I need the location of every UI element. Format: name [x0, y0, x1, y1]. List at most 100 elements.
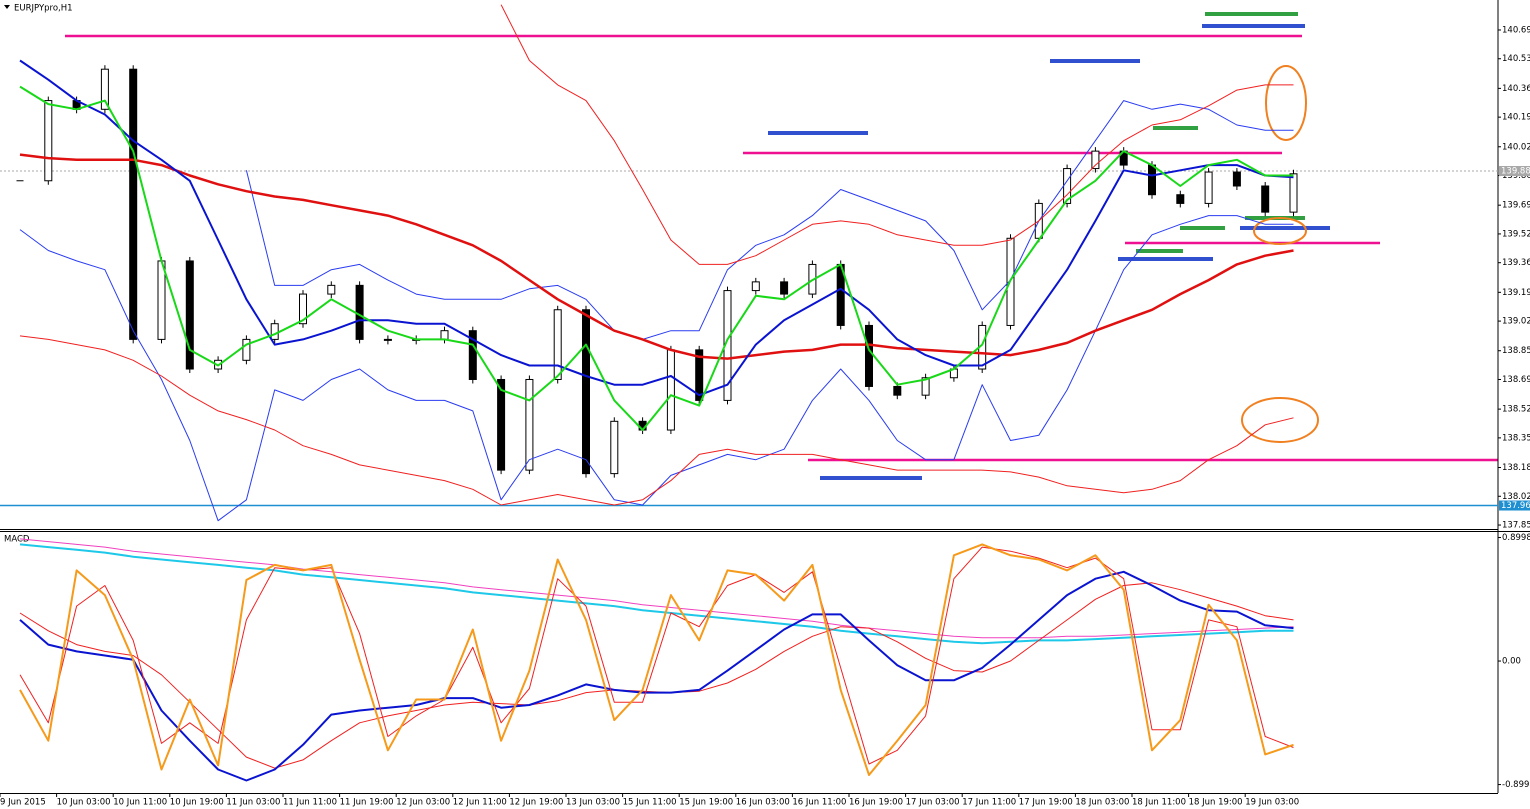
- x-tick-label: 11 Jun 03:00: [226, 798, 280, 808]
- price-label-box: [1499, 500, 1530, 511]
- candle: [100, 68, 109, 110]
- candle: [1261, 185, 1270, 213]
- candle: [1204, 171, 1213, 204]
- candle: [1232, 171, 1241, 187]
- chart-title: EURJPYpro,H1: [14, 4, 73, 14]
- x-tick-label: 12 Jun 03:00: [396, 798, 450, 808]
- candle: [16, 180, 24, 182]
- x-tick-label: 12 Jun 19:00: [509, 798, 563, 808]
- x-tick-label: 17 Jun 03:00: [906, 798, 960, 808]
- candle: [468, 330, 477, 380]
- candle: [695, 349, 704, 401]
- indicator-title: MACD: [4, 535, 30, 545]
- y-tick-label: 139.190: [1502, 288, 1530, 298]
- y-tick-label: 0.00: [1502, 657, 1521, 667]
- y-tick-label: 140.360: [1502, 84, 1530, 94]
- candle: [582, 309, 590, 475]
- x-tick-label: 9 Jun 2015: [0, 798, 46, 808]
- x-tick-label: 15 Jun 11:00: [623, 798, 677, 808]
- series-line: [19, 543, 1294, 776]
- x-tick-label: 10 Jun 03:00: [57, 798, 111, 808]
- candle: [157, 260, 166, 340]
- x-tick-label: 17 Jun 11:00: [962, 798, 1016, 808]
- price-label: 139.886: [1501, 167, 1530, 177]
- series-line: [19, 59, 1294, 397]
- candle: [185, 260, 194, 370]
- y-tick-label: 140.695: [1502, 25, 1530, 35]
- x-tick-label: 11 Jun 19:00: [340, 798, 394, 808]
- y-tick-label: 138.185: [1502, 463, 1530, 473]
- candle: [1091, 150, 1100, 170]
- y-tick-label: -0.8998: [1502, 780, 1530, 790]
- x-tick-label: 11 Jun 11:00: [283, 798, 337, 808]
- candle: [610, 420, 619, 475]
- highlight-ellipse: [1241, 397, 1319, 443]
- y-tick-label: 138.690: [1502, 375, 1530, 385]
- x-tick-label: 18 Jun 03:00: [1075, 798, 1129, 808]
- y-tick-label: 137.855: [1502, 521, 1530, 531]
- candle: [1176, 194, 1185, 204]
- y-tick-label: 138.020: [1502, 492, 1530, 502]
- series-line: [19, 85, 1294, 431]
- candle: [865, 324, 873, 387]
- series-line: [19, 153, 1294, 360]
- y-tick-label: 139.690: [1502, 201, 1530, 211]
- candle: [270, 323, 279, 340]
- series-line: [19, 538, 1294, 639]
- x-tick-label: 16 Jun 19:00: [849, 798, 903, 808]
- price-label-box: [1499, 166, 1530, 177]
- candle: [355, 284, 364, 340]
- y-tick-label: 138.855: [1502, 346, 1530, 356]
- x-tick-label: 10 Jun 11:00: [113, 798, 167, 808]
- candle: [242, 338, 251, 361]
- candle: [299, 293, 307, 325]
- candle: [497, 378, 506, 471]
- candle: [1289, 173, 1298, 213]
- y-tick-label: 139.525: [1502, 229, 1530, 239]
- y-tick-label: 140.025: [1502, 142, 1530, 152]
- x-tick-label: 10 Jun 19:00: [170, 798, 224, 808]
- annotations: [65, 12, 1498, 480]
- y-tick-label: 140.195: [1502, 113, 1530, 123]
- candle: [751, 281, 760, 292]
- candle: [129, 68, 138, 340]
- candle: [893, 385, 902, 396]
- x-tick-label: 19 Jun 03:00: [1245, 798, 1299, 808]
- y-tick-label: 139.360: [1502, 258, 1530, 268]
- series-line: [19, 543, 1294, 645]
- y-tick-label: 140.530: [1502, 54, 1530, 64]
- candle: [1148, 164, 1156, 196]
- y-tick-label: 0.8998: [1502, 533, 1530, 543]
- series-line: [19, 570, 1294, 782]
- x-tick-label: 16 Jun 03:00: [736, 798, 790, 808]
- y-tick-label: 138.355: [1502, 433, 1530, 443]
- series-line: [19, 335, 1294, 506]
- candle: [440, 330, 449, 340]
- highlight-ellipse: [1265, 65, 1307, 141]
- y-tick-label: 138.520: [1502, 405, 1530, 415]
- y-tick-label: 139.025: [1502, 317, 1530, 327]
- candle: [553, 309, 562, 380]
- candle: [383, 338, 392, 341]
- candle: [666, 349, 675, 431]
- x-tick-label: 18 Jun 11:00: [1132, 798, 1186, 808]
- candle: [780, 281, 789, 295]
- candle: [921, 377, 930, 396]
- candle: [44, 100, 53, 182]
- series-line: [245, 100, 1294, 340]
- x-tick-label: 17 Jun 19:00: [1019, 798, 1073, 808]
- x-tick-label: 18 Jun 19:00: [1189, 798, 1243, 808]
- x-tick-label: 15 Jun 19:00: [679, 798, 733, 808]
- price-label: 137.967: [1501, 501, 1530, 511]
- x-tick-label: 12 Jun 11:00: [453, 798, 507, 808]
- y-tick-label: 139.860: [1502, 171, 1530, 181]
- candle: [327, 284, 336, 295]
- series-line: [500, 4, 1294, 265]
- menu-arrow[interactable]: [4, 5, 10, 9]
- x-tick-label: 13 Jun 03:00: [566, 798, 620, 808]
- candle: [525, 378, 534, 471]
- x-tick-label: 16 Jun 11:00: [792, 798, 846, 808]
- highlight-ellipse: [1253, 217, 1307, 245]
